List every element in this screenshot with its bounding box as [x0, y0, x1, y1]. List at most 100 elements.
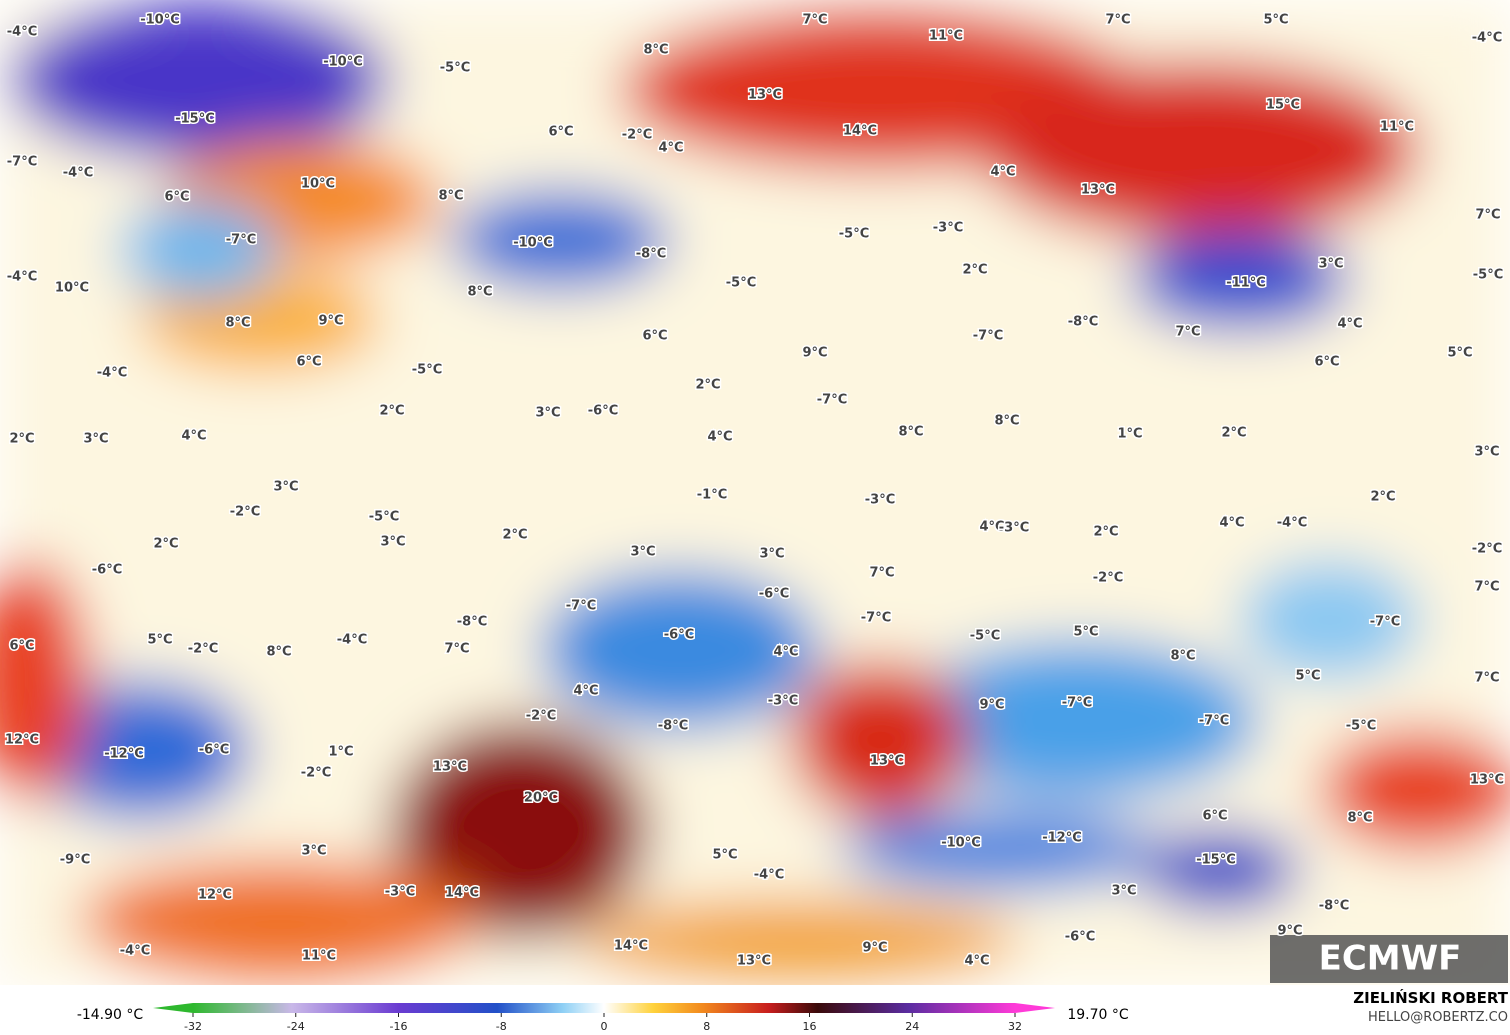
temperature-label: -5°C	[1346, 719, 1376, 734]
temperature-label: -8°C	[658, 719, 688, 734]
temperature-label: 1°C	[328, 745, 353, 760]
colorbar-tick-label: -16	[390, 1020, 408, 1033]
colorbar-tick-label: 32	[1008, 1020, 1022, 1033]
temperature-label: 8°C	[225, 316, 250, 331]
temperature-label: -10°C	[941, 836, 981, 851]
temperature-label: 3°C	[1474, 445, 1499, 460]
temperature-label: 5°C	[1295, 669, 1320, 684]
temperature-label: 15°C	[1266, 98, 1300, 113]
temperature-label: 2°C	[153, 537, 178, 552]
temperature-label: -7°C	[973, 329, 1003, 344]
temperature-label: -7°C	[1199, 714, 1229, 729]
temperature-label: -4°C	[1472, 31, 1502, 46]
temperature-label: -3°C	[768, 694, 798, 709]
temperature-label: 6°C	[296, 355, 321, 370]
temperature-label: -6°C	[759, 587, 789, 602]
temperature-label: 9°C	[979, 698, 1004, 713]
temperature-label: 2°C	[9, 432, 34, 447]
temperature-label: 13°C	[1081, 183, 1115, 198]
credit-email: HELLO@ROBERTZ.CO	[1368, 1010, 1508, 1025]
temperature-label: -1°C	[697, 488, 727, 503]
temperature-label: 4°C	[990, 165, 1015, 180]
temperature-label: 2°C	[962, 263, 987, 278]
temperature-label: -6°C	[588, 404, 618, 419]
temperature-label: 8°C	[898, 425, 923, 440]
temperature-label: 9°C	[802, 346, 827, 361]
temperature-label: 8°C	[467, 285, 492, 300]
temperature-label: 3°C	[1318, 257, 1343, 272]
temperature-label: 12°C	[198, 888, 232, 903]
temperature-label: -2°C	[1093, 571, 1123, 586]
temperature-label: -4°C	[7, 270, 37, 285]
logo: ECMWF	[1319, 939, 1462, 979]
temperature-label: -7°C	[566, 599, 596, 614]
temperature-label: 6°C	[642, 329, 667, 344]
temperature-label: 5°C	[1073, 625, 1098, 640]
temperature-label: -8°C	[457, 615, 487, 630]
temperature-label: -10°C	[140, 13, 180, 28]
temperature-label: 6°C	[1202, 809, 1227, 824]
temperature-label: -7°C	[1370, 615, 1400, 630]
colorbar-min-arrow	[153, 1003, 193, 1013]
colorbar	[193, 1003, 1015, 1013]
temperature-label: -4°C	[97, 366, 127, 381]
temperature-label: 2°C	[1221, 426, 1246, 441]
temperature-label: -4°C	[1277, 516, 1307, 531]
temperature-label: -12°C	[1042, 831, 1082, 846]
temperature-label: -6°C	[664, 628, 694, 643]
temperature-label: 11°C	[1380, 120, 1414, 135]
temperature-label: 7°C	[444, 642, 469, 657]
temperature-label: 5°C	[712, 848, 737, 863]
temperature-label: 13°C	[870, 754, 904, 769]
temperature-label: -11°C	[1226, 276, 1266, 291]
colorbar-tick-label: 24	[905, 1020, 919, 1033]
temperature-label: -3°C	[999, 521, 1029, 536]
temperature-label: 2°C	[695, 378, 720, 393]
temperature-label: -6°C	[92, 563, 122, 578]
temperature-label: 8°C	[643, 43, 668, 58]
colorbar-tick-label: 16	[803, 1020, 817, 1033]
temperature-label: 11°C	[302, 949, 336, 964]
temperature-label: -3°C	[865, 493, 895, 508]
temperature-label: 7°C	[1474, 580, 1499, 595]
temperature-label: 7°C	[1474, 671, 1499, 686]
temperature-label: -7°C	[1062, 696, 1092, 711]
temperature-label: -4°C	[120, 944, 150, 959]
temperature-label: -5°C	[369, 510, 399, 525]
temperature-label: -7°C	[7, 155, 37, 170]
temperature-label: -5°C	[440, 61, 470, 76]
logo-box	[1270, 935, 1508, 983]
temperature-label: -15°C	[1196, 853, 1236, 868]
temperature-label: 6°C	[9, 639, 34, 654]
temperature-label: 7°C	[1175, 325, 1200, 340]
temperature-label: 3°C	[273, 480, 298, 495]
temperature-label: 2°C	[379, 404, 404, 419]
temperature-label: 6°C	[548, 125, 573, 140]
temperature-label: 3°C	[759, 547, 784, 562]
temperature-label: -5°C	[726, 276, 756, 291]
temperature-label: -2°C	[230, 505, 260, 520]
temperature-label: 3°C	[630, 545, 655, 560]
temperature-label: -9°C	[60, 853, 90, 868]
temperature-label: 3°C	[1111, 884, 1136, 899]
temperature-label: 7°C	[869, 566, 894, 581]
temperature-label: 13°C	[737, 954, 771, 969]
colorbar-min: -14.90 °C	[77, 1007, 144, 1023]
temperature-label: -3°C	[933, 221, 963, 236]
temperature-label: -3°C	[385, 885, 415, 900]
temperature-label: -10°C	[513, 236, 553, 251]
temperature-label: 11°C	[929, 29, 963, 44]
temperature-label: -8°C	[1319, 899, 1349, 914]
temperature-label: 10°C	[301, 177, 335, 192]
temperature-label: -4°C	[337, 633, 367, 648]
temperature-label: -5°C	[1473, 268, 1503, 283]
temperature-label: 13°C	[1470, 773, 1504, 788]
temperature-label: 13°C	[433, 760, 467, 775]
temperature-label: -2°C	[1472, 542, 1502, 557]
temperature-label: 7°C	[1105, 13, 1130, 28]
colorbar-max: 19.70 °C	[1067, 1007, 1129, 1023]
anomaly-field	[0, 0, 1510, 985]
temperature-label: 8°C	[994, 414, 1019, 429]
temperature-label: -5°C	[839, 227, 869, 242]
